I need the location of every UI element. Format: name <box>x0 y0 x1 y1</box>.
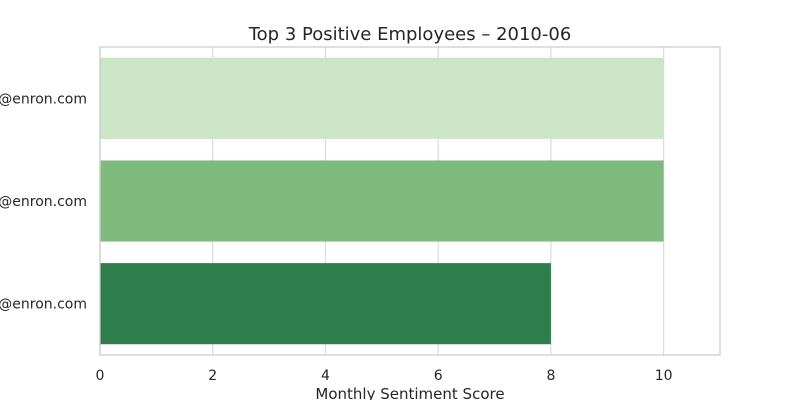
x-tick-label: 4 <box>321 368 330 384</box>
y-tick-label: @enron.com <box>0 194 87 210</box>
x-tick-label: 2 <box>208 368 217 384</box>
plot-frame <box>99 46 721 356</box>
bar <box>100 160 664 242</box>
chart-title: Top 3 Positive Employees – 2010-06 <box>248 24 572 45</box>
y-tick-label: @enron.com <box>0 297 87 313</box>
bar <box>100 57 664 139</box>
x-tick-label: 6 <box>434 368 443 384</box>
x-tick-label: 10 <box>655 368 673 384</box>
x-tick-labels: 0 2 4 6 8 10 <box>96 368 673 384</box>
bars <box>100 57 664 345</box>
x-tick-label: 0 <box>96 368 105 384</box>
x-axis-label: Monthly Sentiment Score <box>315 385 504 400</box>
y-tick-labels: @enron.com @enron.com @enron.com <box>0 91 87 312</box>
x-tick-label: 8 <box>546 368 555 384</box>
y-tick-label: @enron.com <box>0 91 87 107</box>
bar <box>100 263 551 345</box>
